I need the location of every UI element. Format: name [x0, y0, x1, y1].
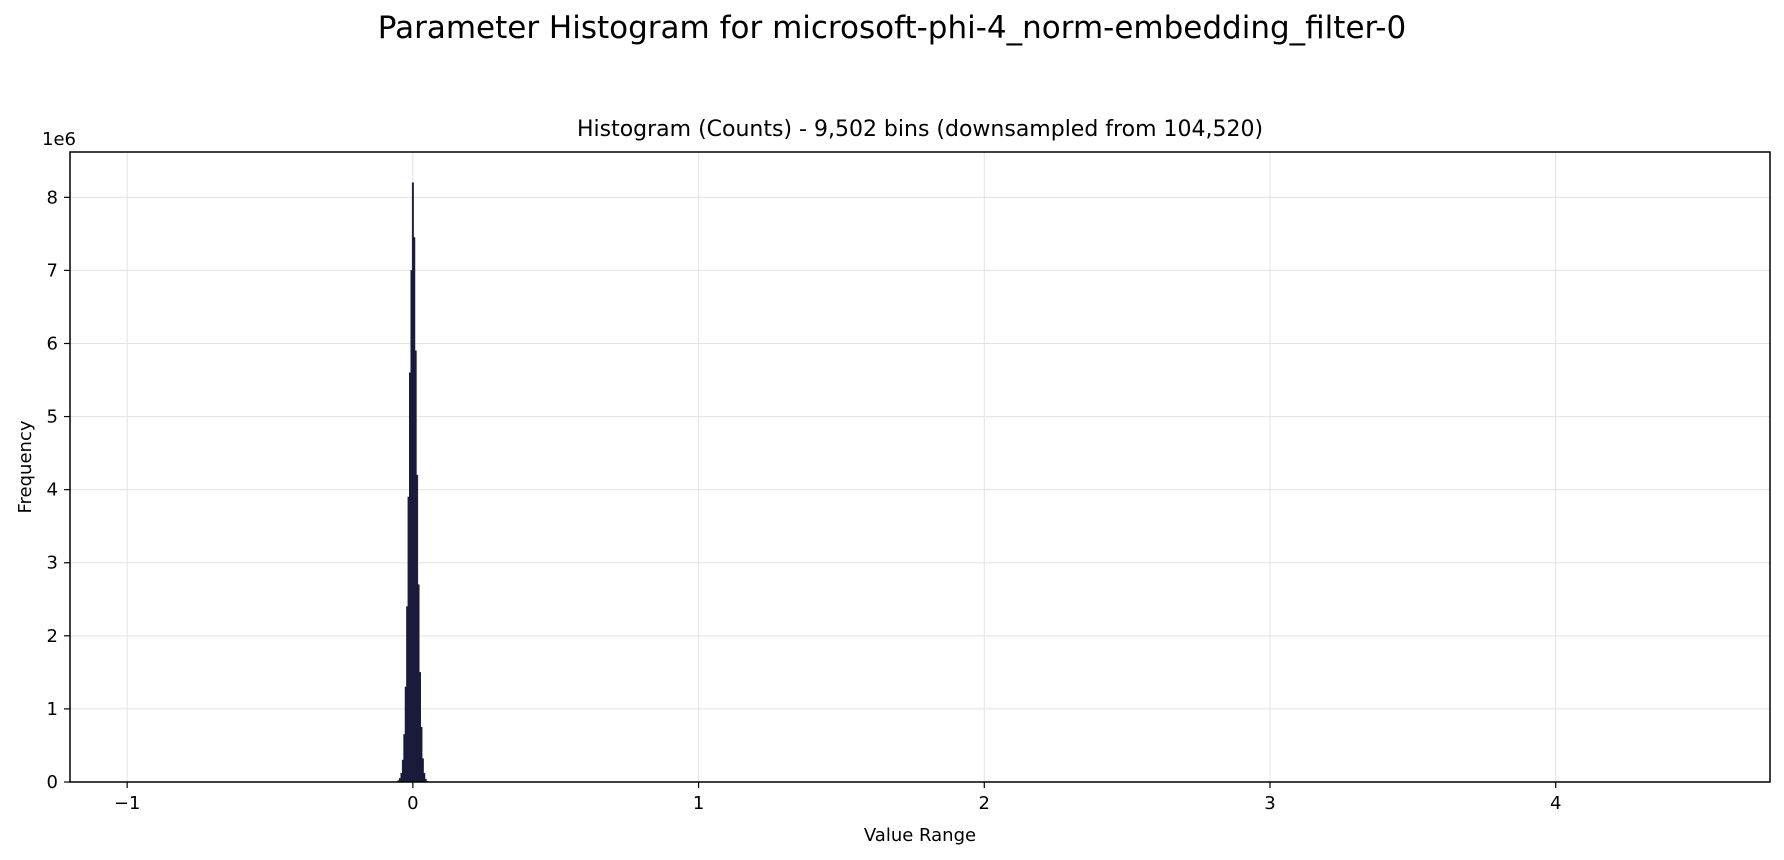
- figure-suptitle: Parameter Histogram for microsoft-phi-4_…: [377, 10, 1407, 46]
- y-tick-label: 8: [47, 187, 58, 208]
- y-axis-scale-label: 1e6: [42, 129, 76, 150]
- grid-lines: [70, 152, 1770, 783]
- x-tick-label: −1: [114, 793, 141, 814]
- x-tick-label: 3: [1264, 793, 1275, 814]
- x-tick-label: 1: [693, 793, 704, 814]
- y-axis-ticks: 0 1 2 3 4 5 6 7 8: [47, 187, 70, 793]
- y-tick-label: 6: [47, 333, 58, 354]
- y-tick-label: 4: [47, 480, 58, 501]
- y-tick-label: 2: [47, 626, 58, 647]
- x-axis-ticks: −1 0 1 2 3 4: [114, 782, 1561, 814]
- y-axis-label: Frequency: [15, 420, 36, 513]
- chart-title: Histogram (Counts) - 9,502 bins (downsam…: [576, 117, 1264, 142]
- x-axis-label: Value Range: [864, 825, 976, 846]
- x-tick-label: 0: [407, 793, 418, 814]
- plot-frame: [69, 151, 1771, 783]
- y-tick-label: 1: [47, 699, 58, 720]
- y-tick-label: 3: [47, 553, 58, 574]
- histogram-bars: [397, 182, 429, 783]
- x-tick-label: 4: [1550, 793, 1561, 814]
- y-tick-label: 0: [47, 772, 58, 793]
- y-tick-label: 5: [47, 407, 58, 428]
- y-tick-label: 7: [47, 260, 58, 281]
- x-tick-label: 2: [979, 793, 990, 814]
